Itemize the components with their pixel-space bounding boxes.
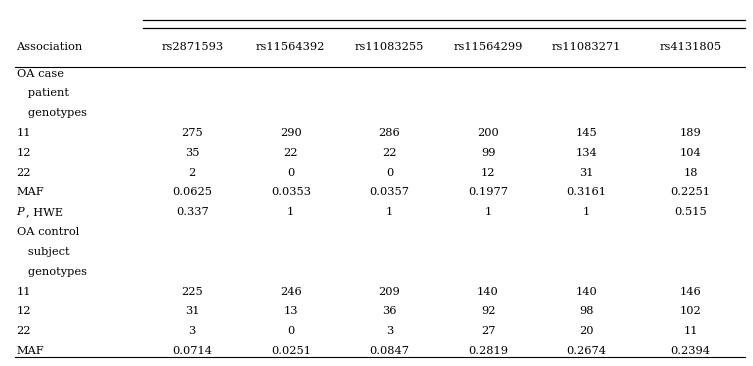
Text: 1: 1: [386, 207, 393, 217]
Text: 18: 18: [684, 168, 698, 178]
Text: 209: 209: [379, 287, 401, 296]
Text: rs4131805: rs4131805: [660, 42, 722, 52]
Text: 0.0251: 0.0251: [271, 346, 311, 356]
Text: 98: 98: [579, 306, 594, 316]
Text: subject: subject: [17, 247, 69, 257]
Text: 13: 13: [284, 306, 298, 316]
Text: genotypes: genotypes: [17, 108, 87, 118]
Text: 0.2251: 0.2251: [671, 187, 711, 198]
Text: 0.1977: 0.1977: [468, 187, 508, 198]
Text: 0.2394: 0.2394: [671, 346, 711, 356]
Text: 1: 1: [287, 207, 294, 217]
Text: 140: 140: [477, 287, 499, 296]
Text: MAF: MAF: [17, 187, 44, 198]
Text: 225: 225: [181, 287, 203, 296]
Text: genotypes: genotypes: [17, 267, 87, 277]
Text: 275: 275: [181, 128, 203, 138]
Text: P: P: [17, 207, 24, 217]
Text: 0.2819: 0.2819: [468, 346, 508, 356]
Text: 146: 146: [680, 287, 702, 296]
Text: rs11083271: rs11083271: [552, 42, 621, 52]
Text: OA control: OA control: [17, 227, 79, 237]
Text: 11: 11: [684, 326, 698, 336]
Text: 200: 200: [477, 128, 499, 138]
Text: Association: Association: [17, 42, 83, 52]
Text: 286: 286: [379, 128, 401, 138]
Text: 189: 189: [680, 128, 702, 138]
Text: 11: 11: [17, 128, 31, 138]
Text: rs11564299: rs11564299: [453, 42, 523, 52]
Text: 22: 22: [284, 148, 298, 158]
Text: 140: 140: [576, 287, 597, 296]
Text: 290: 290: [280, 128, 302, 138]
Text: 0.2674: 0.2674: [566, 346, 607, 356]
Text: 0: 0: [386, 168, 393, 178]
Text: 102: 102: [680, 306, 702, 316]
Text: 12: 12: [480, 168, 495, 178]
Text: 36: 36: [382, 306, 397, 316]
Text: 0.0625: 0.0625: [172, 187, 212, 198]
Text: 0: 0: [287, 326, 294, 336]
Text: 22: 22: [382, 148, 397, 158]
Text: 2: 2: [188, 168, 196, 178]
Text: 22: 22: [17, 326, 31, 336]
Text: 12: 12: [17, 306, 31, 316]
Text: 0.0353: 0.0353: [271, 187, 311, 198]
Text: , HWE: , HWE: [26, 207, 63, 217]
Text: patient: patient: [17, 88, 69, 98]
Text: 0.337: 0.337: [175, 207, 209, 217]
Text: rs11083255: rs11083255: [355, 42, 424, 52]
Text: rs2871593: rs2871593: [161, 42, 223, 52]
Text: 246: 246: [280, 287, 302, 296]
Text: 92: 92: [480, 306, 495, 316]
Text: 0.0357: 0.0357: [370, 187, 410, 198]
Text: 1: 1: [583, 207, 590, 217]
Text: 0.515: 0.515: [675, 207, 707, 217]
Text: 0.0847: 0.0847: [370, 346, 410, 356]
Text: 12: 12: [17, 148, 31, 158]
Text: 27: 27: [480, 326, 495, 336]
Text: 31: 31: [185, 306, 200, 316]
Text: 0.0714: 0.0714: [172, 346, 212, 356]
Text: 11: 11: [17, 287, 31, 296]
Text: 31: 31: [579, 168, 594, 178]
Text: 3: 3: [386, 326, 393, 336]
Text: 20: 20: [579, 326, 594, 336]
Text: 145: 145: [576, 128, 597, 138]
Text: OA case: OA case: [17, 68, 63, 79]
Text: 0: 0: [287, 168, 294, 178]
Text: 35: 35: [185, 148, 200, 158]
Text: 3: 3: [188, 326, 196, 336]
Text: 99: 99: [480, 148, 495, 158]
Text: 1: 1: [484, 207, 492, 217]
Text: 0.3161: 0.3161: [566, 187, 607, 198]
Text: rs11564392: rs11564392: [256, 42, 325, 52]
Text: MAF: MAF: [17, 346, 44, 356]
Text: 104: 104: [680, 148, 702, 158]
Text: 134: 134: [576, 148, 597, 158]
Text: 22: 22: [17, 168, 31, 178]
